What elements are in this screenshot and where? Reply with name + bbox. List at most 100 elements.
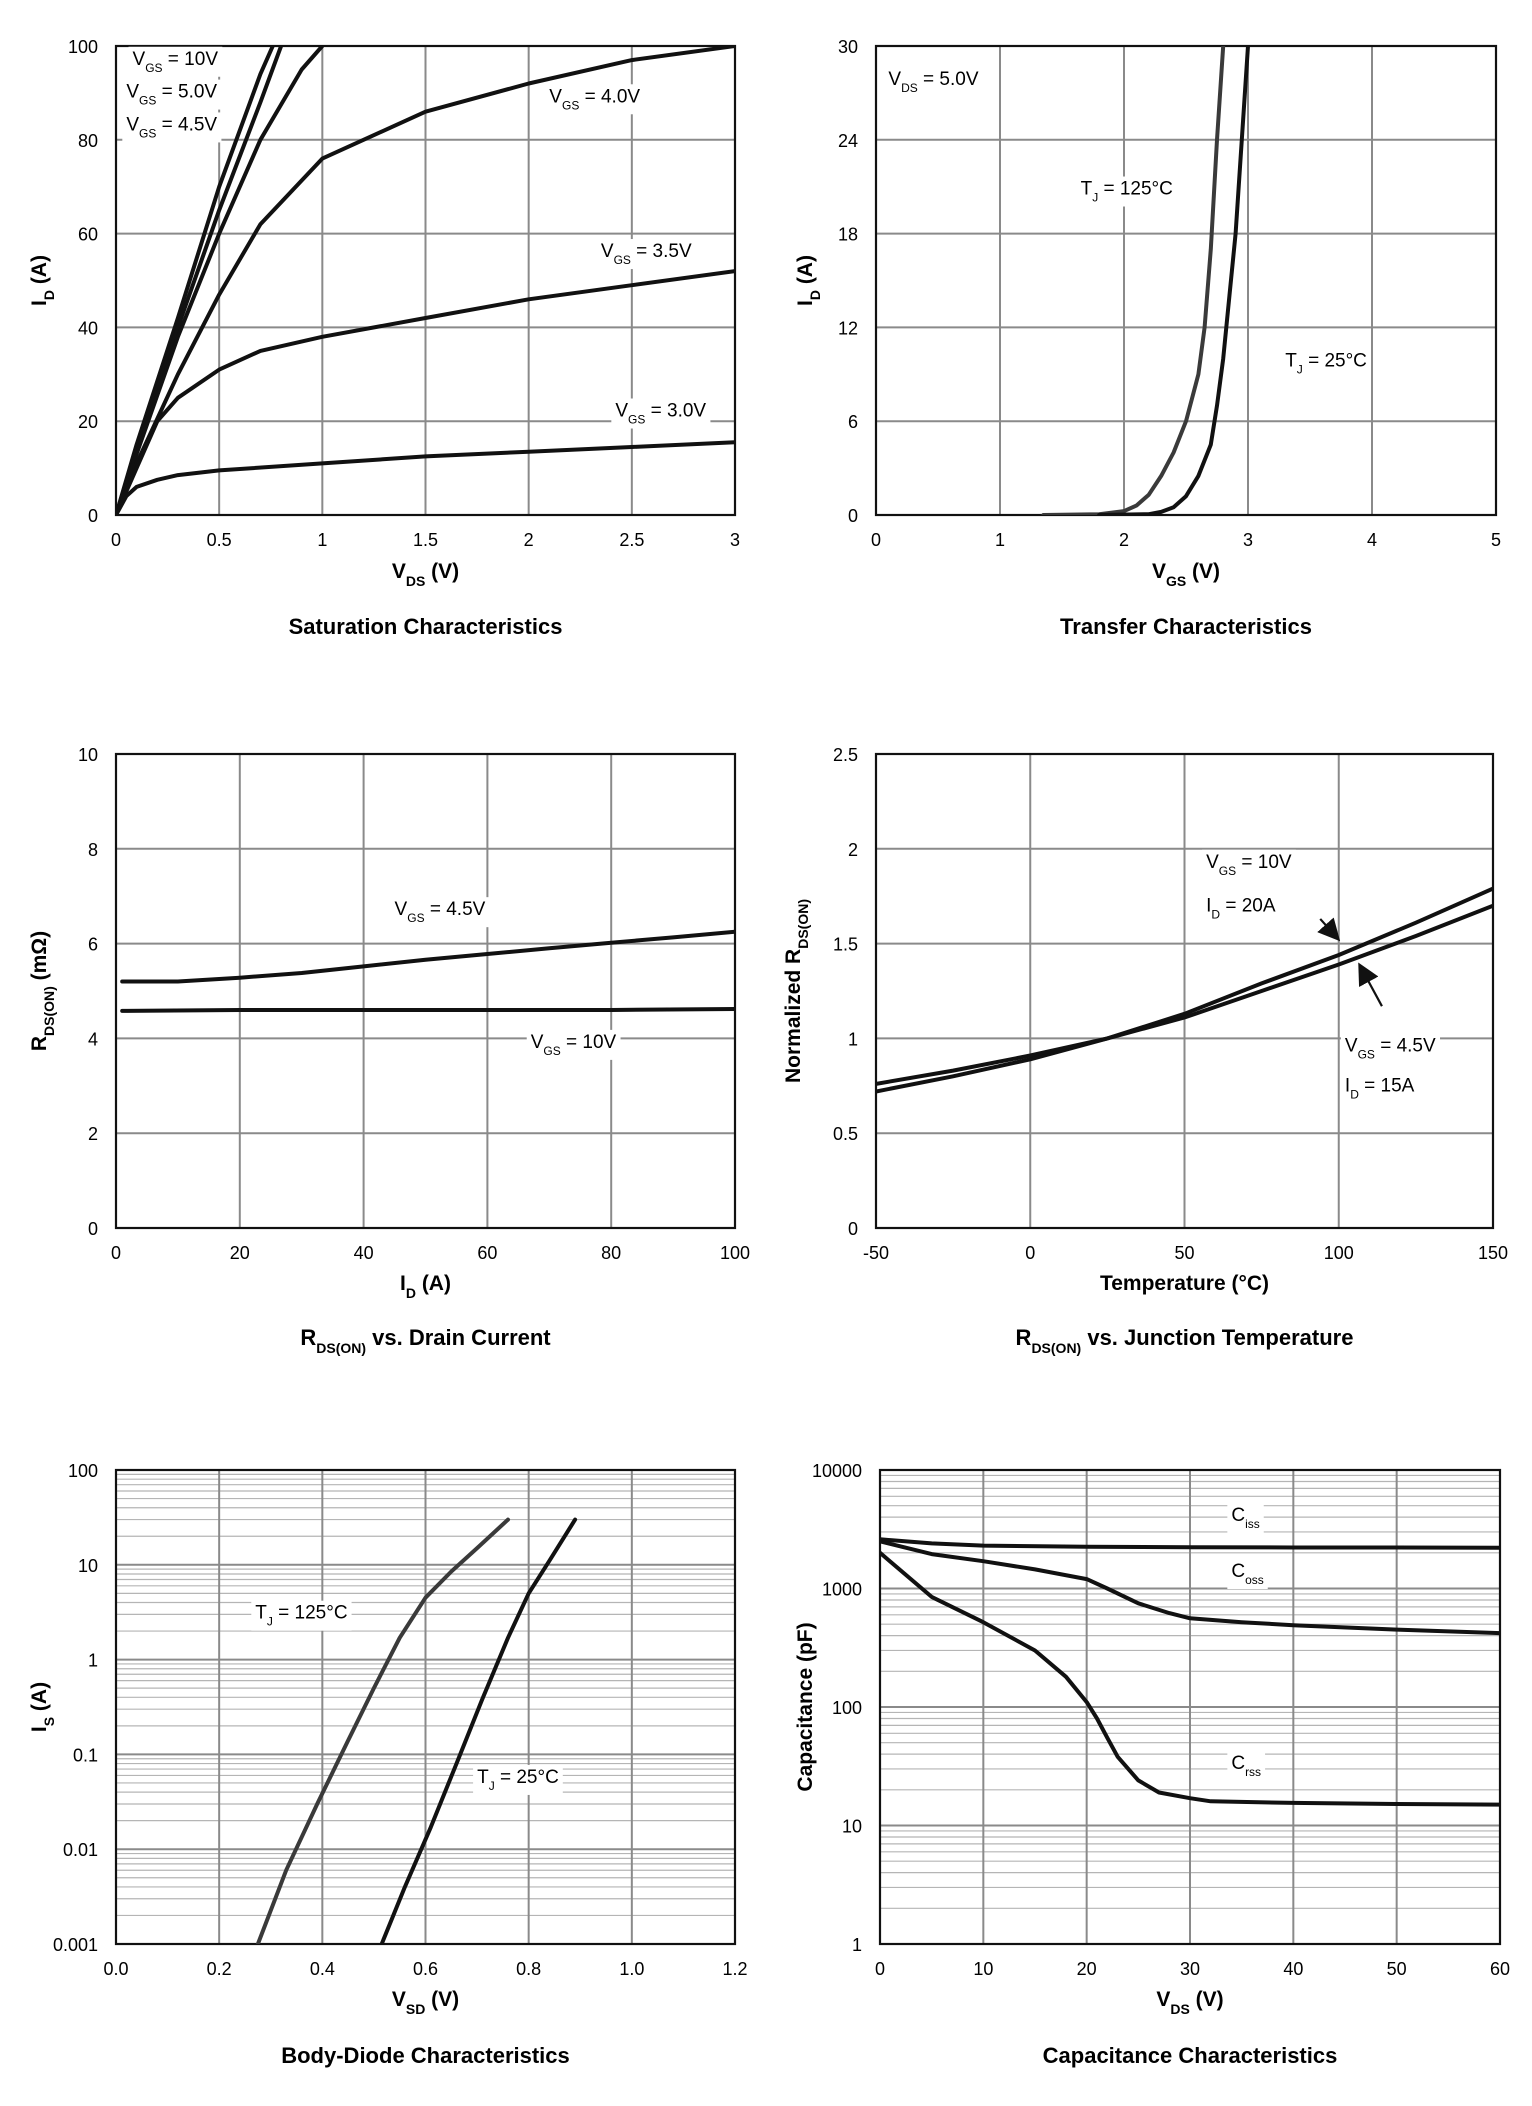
annotation-bg	[1202, 849, 1296, 880]
chart-title: Transfer Characteristics	[1060, 614, 1312, 639]
y-tick-label: 20	[78, 412, 98, 432]
series-line-t-j-25-c	[379, 1517, 578, 1944]
y-tick-label: 2.5	[833, 745, 858, 765]
x-tick-label: 0.2	[207, 1959, 232, 1979]
annotation-bg	[1202, 893, 1280, 924]
y-tick-label: 40	[78, 318, 98, 338]
x-tick-label: 0	[875, 1959, 885, 1979]
y-tick-label: 2	[848, 840, 858, 860]
x-axis-label: Temperature (°C)	[1100, 1272, 1269, 1295]
x-tick-label: 60	[477, 1243, 497, 1263]
x-tick-label: 80	[601, 1243, 621, 1263]
x-axis-label: VGS (V)	[1152, 560, 1220, 589]
x-tick-label: 150	[1478, 1243, 1508, 1263]
series-line-v-gs-4-5v	[116, 46, 325, 515]
x-tick-label: 0.6	[413, 1959, 438, 1979]
x-tick-label: 20	[230, 1243, 250, 1263]
y-tick-label: 0.01	[63, 1840, 98, 1860]
y-tick-label: 1	[848, 1029, 858, 1049]
y-tick-label: 4	[88, 1029, 98, 1049]
x-axis-label: ID (A)	[400, 1272, 451, 1301]
y-tick-label: 100	[68, 1461, 98, 1481]
series-line-v-gs-10v	[120, 1007, 735, 1013]
annotation-label: VGS = 10V	[133, 49, 219, 75]
plot-frame	[878, 1468, 1502, 1946]
annotation-label: Coss	[1231, 1561, 1263, 1587]
annotation-label: VGS = 4.5V	[1345, 1036, 1436, 1062]
y-tick-label: 0.001	[53, 1935, 98, 1955]
y-tick-label: 8	[88, 840, 98, 860]
x-tick-label: 100	[720, 1243, 750, 1263]
annotation-bg	[545, 84, 645, 115]
x-tick-label: 100	[1324, 1243, 1354, 1263]
x-tick-label: 10	[973, 1959, 993, 1979]
annotation-bg	[1227, 1750, 1266, 1781]
x-tick-label: 2	[1119, 530, 1129, 550]
annotation-bg	[1340, 1073, 1419, 1104]
x-tick-label: 30	[1180, 1959, 1200, 1979]
x-tick-label: 50	[1387, 1959, 1407, 1979]
chart-title: Capacitance Characteristics	[1043, 2043, 1338, 2068]
y-tick-label: 1000	[822, 1580, 862, 1600]
arrow-4p5v	[1358, 962, 1383, 1007]
x-tick-label: 2.5	[619, 530, 644, 550]
chart-3: 0 20 40 60 80 100 0 2 4 6 8 10 VGS = 4.5V VGS = 10V ID…	[28, 745, 750, 1356]
x-tick-label: 40	[354, 1243, 374, 1263]
chart-title: RDS(ON) vs. Junction Temperature	[1016, 1325, 1354, 1356]
x-tick-label: 0	[111, 530, 121, 550]
y-tick-label: 60	[78, 225, 98, 245]
x-tick-label: 1.0	[619, 1959, 644, 1979]
plot-frame	[114, 44, 737, 517]
annotation-label: TJ = 25°C	[1285, 350, 1367, 376]
series-line-t-j-125-c	[255, 1517, 510, 1944]
plot-frame	[874, 752, 1495, 1230]
y-tick-label: 80	[78, 131, 98, 151]
y-tick-label: 0.1	[73, 1745, 98, 1765]
x-tick-label: 0.0	[103, 1959, 128, 1979]
x-tick-label: 3	[730, 530, 740, 550]
annotation-label: Crss	[1231, 1753, 1261, 1779]
y-tick-label: 30	[838, 37, 858, 57]
annotation-label: TJ = 25°C	[477, 1767, 559, 1793]
annotation-bg	[390, 897, 490, 928]
x-tick-label: 20	[1077, 1959, 1097, 1979]
y-tick-label: 1	[852, 1935, 862, 1955]
y-tick-label: 2	[88, 1124, 98, 1144]
x-tick-label: 1.2	[722, 1959, 747, 1979]
annotation-bg	[1340, 1033, 1441, 1064]
x-tick-label: 50	[1174, 1243, 1194, 1263]
series-line-c-iss	[880, 1537, 1500, 1550]
annotation-bg	[611, 398, 711, 429]
series-line-v-gs-4-5v	[120, 929, 735, 984]
chart-title: RDS(ON) vs. Drain Current	[300, 1325, 551, 1356]
y-axis-label: ID (A)	[28, 255, 57, 306]
annotation-label: ID = 20A	[1206, 895, 1276, 921]
y-tick-label: 0	[88, 1219, 98, 1239]
x-tick-label: 5	[1491, 530, 1501, 550]
series-line-v-gs-3-0v	[116, 440, 735, 515]
annotation-label: Ciss	[1231, 1505, 1259, 1531]
annotation-bg	[1227, 1503, 1264, 1534]
series-line-t-j-125-c	[1041, 46, 1226, 515]
y-tick-label: 10000	[812, 1461, 862, 1481]
annotation-label: VGS = 3.0V	[615, 401, 706, 427]
annotation-label: VGS = 4.0V	[549, 86, 640, 112]
x-tick-label: 0.4	[310, 1959, 335, 1979]
x-tick-label: 60	[1490, 1959, 1510, 1979]
series-line-t-j-25-c	[1097, 46, 1250, 515]
annotation-bg	[1076, 176, 1177, 207]
annotation-bg	[526, 1029, 621, 1060]
chart-5: 0.0 0.2 0.4 0.6 0.8 1.0 1.2 0.001 0.01 0.1 1 10 100 T…	[28, 1461, 748, 2068]
y-tick-label: 10	[78, 745, 98, 765]
y-axis-label: Capacitance (pF)	[794, 1622, 817, 1791]
plot-frame	[114, 1468, 737, 1946]
annotation-label: ID = 15A	[1345, 1075, 1415, 1101]
series-line-v-gs-4-5v-i-d-15a	[876, 903, 1493, 1086]
annotation-bg	[596, 239, 696, 270]
x-axis-label: VSD (V)	[392, 1988, 459, 2017]
x-tick-label: 40	[1283, 1959, 1303, 1979]
x-tick-label: 2	[524, 530, 534, 550]
x-axis-label: VDS (V)	[1156, 1988, 1223, 2017]
